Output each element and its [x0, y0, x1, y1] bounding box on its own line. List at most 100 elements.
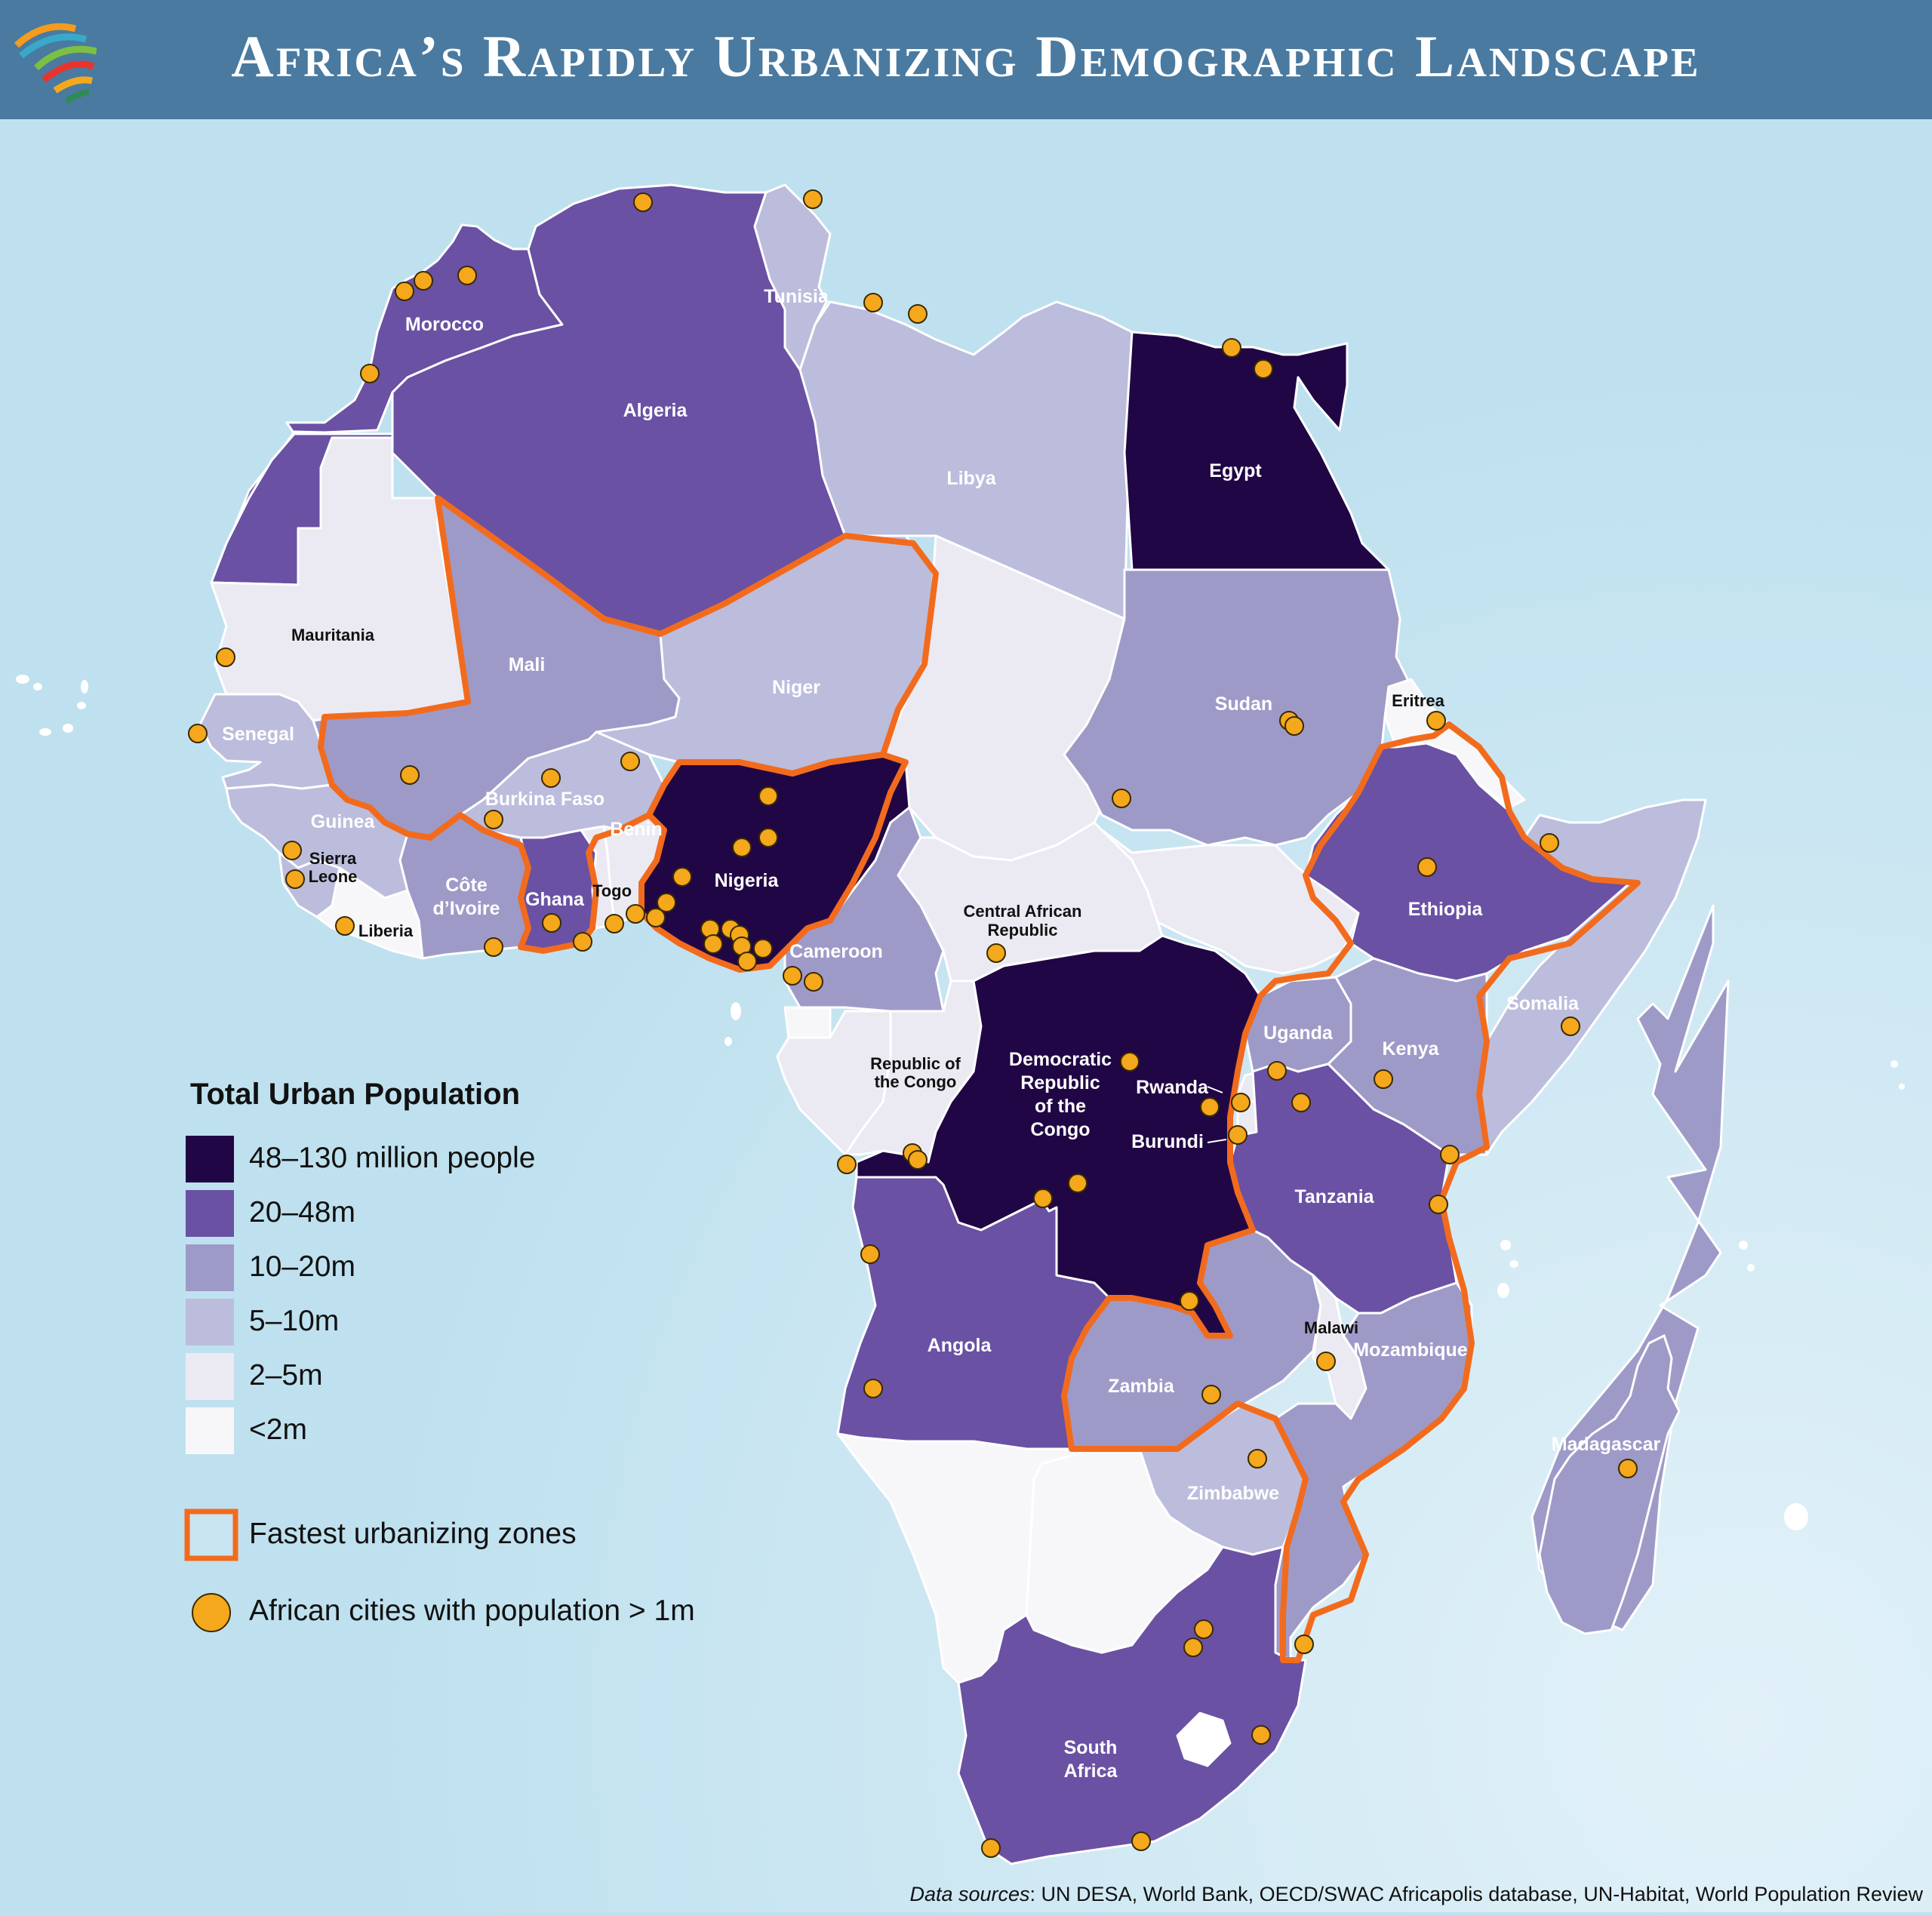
city-marker[interactable] — [360, 364, 380, 383]
city-marker[interactable] — [863, 1379, 883, 1398]
city-marker[interactable] — [282, 841, 302, 860]
city-marker[interactable] — [1291, 1093, 1311, 1112]
city-marker[interactable] — [672, 867, 692, 887]
page-title: Africa’s Rapidly Urbanizing Demographic … — [231, 23, 1701, 89]
city-marker[interactable] — [633, 192, 653, 212]
city-marker[interactable] — [414, 271, 433, 291]
city-marker[interactable] — [1267, 1061, 1287, 1081]
city-marker[interactable] — [758, 786, 778, 806]
label-tunisia: Tunisia — [764, 286, 829, 307]
label-senegal: Senegal — [222, 724, 294, 745]
country-libya[interactable] — [798, 300, 1134, 620]
fastest-zone-west[interactable] — [318, 495, 939, 954]
country-south-africa[interactable] — [957, 1545, 1307, 1865]
city-marker[interactable] — [620, 752, 640, 771]
city-marker[interactable] — [395, 281, 414, 301]
city-marker[interactable] — [541, 768, 561, 788]
city-marker[interactable] — [860, 1244, 880, 1264]
label-uganda: Uganda — [1263, 1023, 1334, 1044]
city-marker[interactable] — [216, 647, 235, 667]
city-marker[interactable] — [1033, 1189, 1053, 1208]
source-text: : UN DESA, World Bank, OECD/SWAC Africap… — [1029, 1883, 1923, 1905]
city-marker[interactable] — [783, 966, 802, 986]
country-sudan[interactable] — [1063, 568, 1413, 847]
city-marker[interactable] — [1228, 1125, 1247, 1145]
header-bar: Africa’s Rapidly Urbanizing Demographic … — [0, 0, 1932, 119]
city-marker[interactable] — [1231, 1093, 1251, 1112]
country-lesotho[interactable] — [1176, 1711, 1232, 1767]
country-labels: Morocco Algeria Tunisia Libya Egypt Maur… — [222, 286, 1660, 1782]
city-marker[interactable] — [1068, 1173, 1088, 1193]
city-marker[interactable] — [188, 724, 208, 743]
city-marker[interactable] — [335, 916, 355, 936]
city-marker[interactable] — [1374, 1069, 1393, 1089]
city-marker[interactable] — [1120, 1052, 1140, 1072]
city-marker[interactable] — [657, 893, 676, 912]
label-south-africa-2: Africa — [1064, 1761, 1118, 1782]
city-marker[interactable] — [1112, 789, 1131, 808]
label-zimbabwe: Zimbabwe — [1187, 1483, 1279, 1504]
country-morocco[interactable] — [210, 223, 564, 584]
city-marker[interactable] — [908, 304, 928, 324]
city-marker[interactable] — [1194, 1619, 1214, 1639]
city-marker[interactable] — [758, 828, 778, 847]
city-marker[interactable] — [908, 1150, 928, 1170]
city-markers — [188, 189, 1638, 1858]
city-marker[interactable] — [1222, 338, 1241, 358]
city-marker[interactable] — [1561, 1016, 1580, 1036]
city-marker[interactable] — [400, 765, 420, 785]
city-marker[interactable] — [737, 952, 757, 971]
leader-lines — [1207, 1086, 1227, 1143]
city-marker[interactable] — [804, 972, 823, 992]
legend-fastest-label: Fastest urbanizing zones — [249, 1518, 577, 1550]
city-marker[interactable] — [605, 914, 624, 933]
city-marker[interactable] — [1284, 716, 1304, 736]
city-marker[interactable] — [285, 869, 305, 889]
source-prefix: Data sources — [909, 1883, 1030, 1905]
city-marker[interactable] — [863, 293, 883, 312]
legend-swatch — [186, 1244, 234, 1291]
label-libya: Libya — [946, 468, 996, 489]
city-marker[interactable] — [646, 908, 666, 927]
city-marker[interactable] — [1426, 711, 1446, 730]
city-marker[interactable] — [1254, 359, 1273, 379]
fastest-zone-east[interactable] — [1061, 721, 1641, 1663]
data-sources: Data sources: UN DESA, World Bank, OECD/… — [909, 1883, 1923, 1906]
city-marker[interactable] — [626, 904, 645, 924]
legend-class-label: <2m — [249, 1413, 307, 1446]
city-marker[interactable] — [1429, 1195, 1448, 1214]
city-marker[interactable] — [803, 189, 823, 209]
city-marker[interactable] — [1251, 1725, 1271, 1745]
city-marker[interactable] — [1131, 1831, 1151, 1851]
city-marker[interactable] — [542, 913, 561, 933]
city-marker[interactable] — [1180, 1291, 1199, 1311]
city-marker[interactable] — [986, 943, 1006, 963]
city-marker[interactable] — [484, 937, 503, 957]
country-madagascar-island[interactable] — [1538, 1333, 1681, 1635]
label-liberia: Liberia — [358, 921, 414, 940]
city-marker[interactable] — [981, 1838, 1001, 1858]
city-marker[interactable] — [1540, 833, 1559, 853]
country-equatorial-guinea[interactable] — [783, 1006, 832, 1039]
city-marker[interactable] — [573, 932, 592, 952]
city-marker[interactable] — [1201, 1385, 1221, 1404]
city-marker[interactable] — [703, 934, 723, 954]
city-marker[interactable] — [837, 1155, 857, 1174]
city-marker[interactable] — [1440, 1145, 1460, 1164]
city-marker[interactable] — [1200, 1097, 1220, 1117]
city-marker[interactable] — [1417, 857, 1437, 877]
label-madagascar: Madagascar — [1552, 1434, 1661, 1455]
city-marker[interactable] — [1618, 1459, 1638, 1478]
label-morocco: Morocco — [405, 314, 484, 335]
city-marker[interactable] — [1294, 1635, 1314, 1654]
label-zambia: Zambia — [1108, 1376, 1175, 1397]
city-marker[interactable] — [1183, 1638, 1203, 1657]
city-marker[interactable] — [753, 939, 773, 958]
city-marker[interactable] — [732, 838, 752, 857]
city-marker[interactable] — [457, 266, 477, 285]
label-benin: Benin — [610, 819, 662, 840]
city-marker[interactable] — [1316, 1352, 1336, 1371]
city-marker[interactable] — [484, 810, 503, 829]
city-marker[interactable] — [1247, 1449, 1267, 1469]
legend-swatch — [186, 1190, 234, 1237]
